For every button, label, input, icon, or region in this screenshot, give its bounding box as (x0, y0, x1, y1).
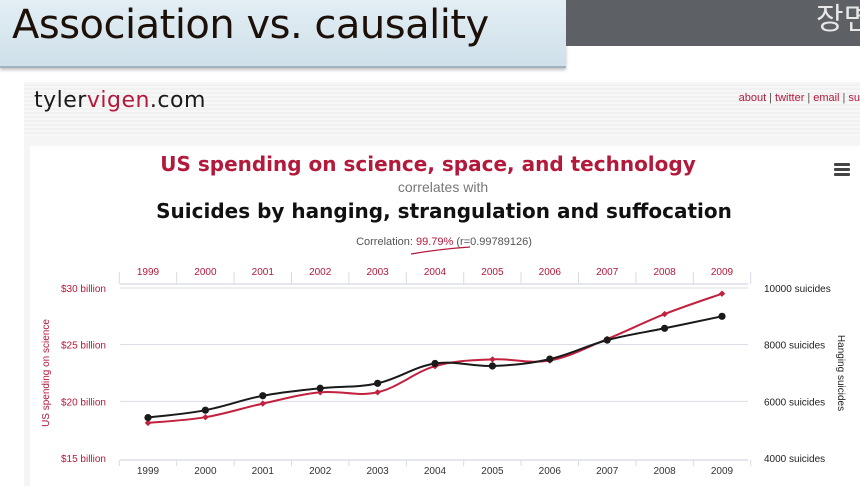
right-axis-tick-label: 8000 suicides (764, 341, 825, 352)
logo-text-tyler: tyler (34, 88, 87, 113)
bottom-year-label: 2006 (539, 466, 562, 477)
slide-corner-bar: 장면 (566, 0, 860, 46)
data-point-science-spending (202, 414, 209, 421)
bottom-year-label: 1999 (137, 466, 160, 477)
bottom-year-label: 2005 (481, 466, 504, 477)
data-point-hanging-suicides (488, 362, 496, 370)
top-year-label: 2002 (309, 267, 332, 278)
nav-separator: | (807, 92, 811, 104)
right-axis-tick-label: 4000 suicides (764, 454, 825, 465)
right-axis-title: Hanging suicides (835, 335, 846, 411)
data-point-hanging-suicides (316, 384, 324, 392)
nav-separator: | (769, 92, 773, 104)
nav-separator: | (842, 92, 846, 104)
bottom-year-label: 2002 (309, 466, 332, 477)
correlation-line: Correlation: 99.79% (r=0.99789126) (0, 236, 860, 248)
correlation-r-value: (r=0.99789126) (453, 236, 532, 248)
nav-link-submit[interactable]: su (848, 92, 860, 104)
data-point-science-spending (661, 310, 668, 318)
data-point-hanging-suicides (201, 406, 209, 414)
bottom-year-label: 2008 (653, 466, 676, 477)
top-year-label: 2005 (481, 267, 504, 278)
top-year-label: 2007 (596, 267, 619, 278)
top-year-label: 1999 (137, 267, 160, 278)
nav-link-email[interactable]: email (813, 92, 840, 104)
nav-link-twitter[interactable]: twitter (775, 92, 805, 104)
correlation-label: Correlation: (356, 236, 416, 248)
data-point-hanging-suicides (259, 392, 267, 400)
top-year-label: 2001 (252, 267, 275, 278)
data-point-hanging-suicides (546, 355, 554, 363)
logo-text-com: .com (149, 88, 206, 113)
top-year-label: 2009 (711, 267, 734, 278)
site-logo[interactable]: tylervigen.com (34, 88, 206, 113)
slide-corner-text: 장면 (816, 2, 860, 37)
top-year-label: 2008 (653, 267, 676, 278)
bottom-year-label: 2004 (424, 466, 447, 477)
data-point-hanging-suicides (374, 379, 382, 387)
chart-title-series1: US spending on science, space, and techn… (160, 152, 696, 176)
chart-menu-icon[interactable] (834, 163, 850, 177)
top-year-label: 2004 (424, 267, 447, 278)
data-point-hanging-suicides (603, 336, 611, 344)
data-point-science-spending (374, 389, 381, 396)
site-header: tylervigen.com about | twitter | email | su (24, 82, 860, 136)
data-point-science-spending (489, 356, 496, 363)
bottom-year-label: 2009 (711, 466, 734, 477)
left-axis-tick-label: $15 billion (61, 454, 106, 465)
data-point-science-spending (259, 400, 266, 407)
right-axis-tick-label: 10000 suicides (764, 284, 831, 295)
logo-text-vigen: vigen (86, 88, 150, 113)
slide-title: Association vs. causality (12, 2, 489, 48)
slide-title-banner: Association vs. causality (0, 0, 566, 68)
data-point-science-spending (718, 290, 726, 297)
data-point-science-spending (144, 419, 152, 427)
right-axis-tick-label: 6000 suicides (764, 397, 825, 408)
correlation-underline (410, 246, 471, 255)
bottom-year-label: 2007 (596, 466, 619, 477)
data-point-hanging-suicides (661, 324, 669, 332)
nav-link-about[interactable]: about (738, 92, 767, 104)
left-axis-tick-label: $30 billion (61, 284, 106, 295)
left-axis-tick-label: $25 billion (61, 341, 106, 352)
bottom-year-label: 2000 (194, 466, 217, 477)
data-point-hanging-suicides (144, 413, 152, 422)
chart-title-series2: Suicides by hanging, strangulation and s… (156, 199, 732, 223)
top-year-label: 2000 (194, 267, 217, 278)
top-year-label: 2006 (539, 267, 562, 278)
top-year-label: 2003 (366, 267, 389, 278)
data-point-hanging-suicides (718, 312, 726, 320)
bottom-year-label: 2001 (252, 466, 275, 477)
left-axis-tick-label: $20 billion (61, 397, 106, 408)
header-nav: about | twitter | email | su (739, 92, 860, 104)
chart-title-connector: correlates with (397, 179, 489, 195)
left-axis-title: US spending on science (41, 319, 52, 427)
correlation-percent: 99.79% (416, 236, 454, 248)
bottom-year-label: 2003 (366, 466, 389, 477)
data-point-hanging-suicides (431, 359, 439, 368)
